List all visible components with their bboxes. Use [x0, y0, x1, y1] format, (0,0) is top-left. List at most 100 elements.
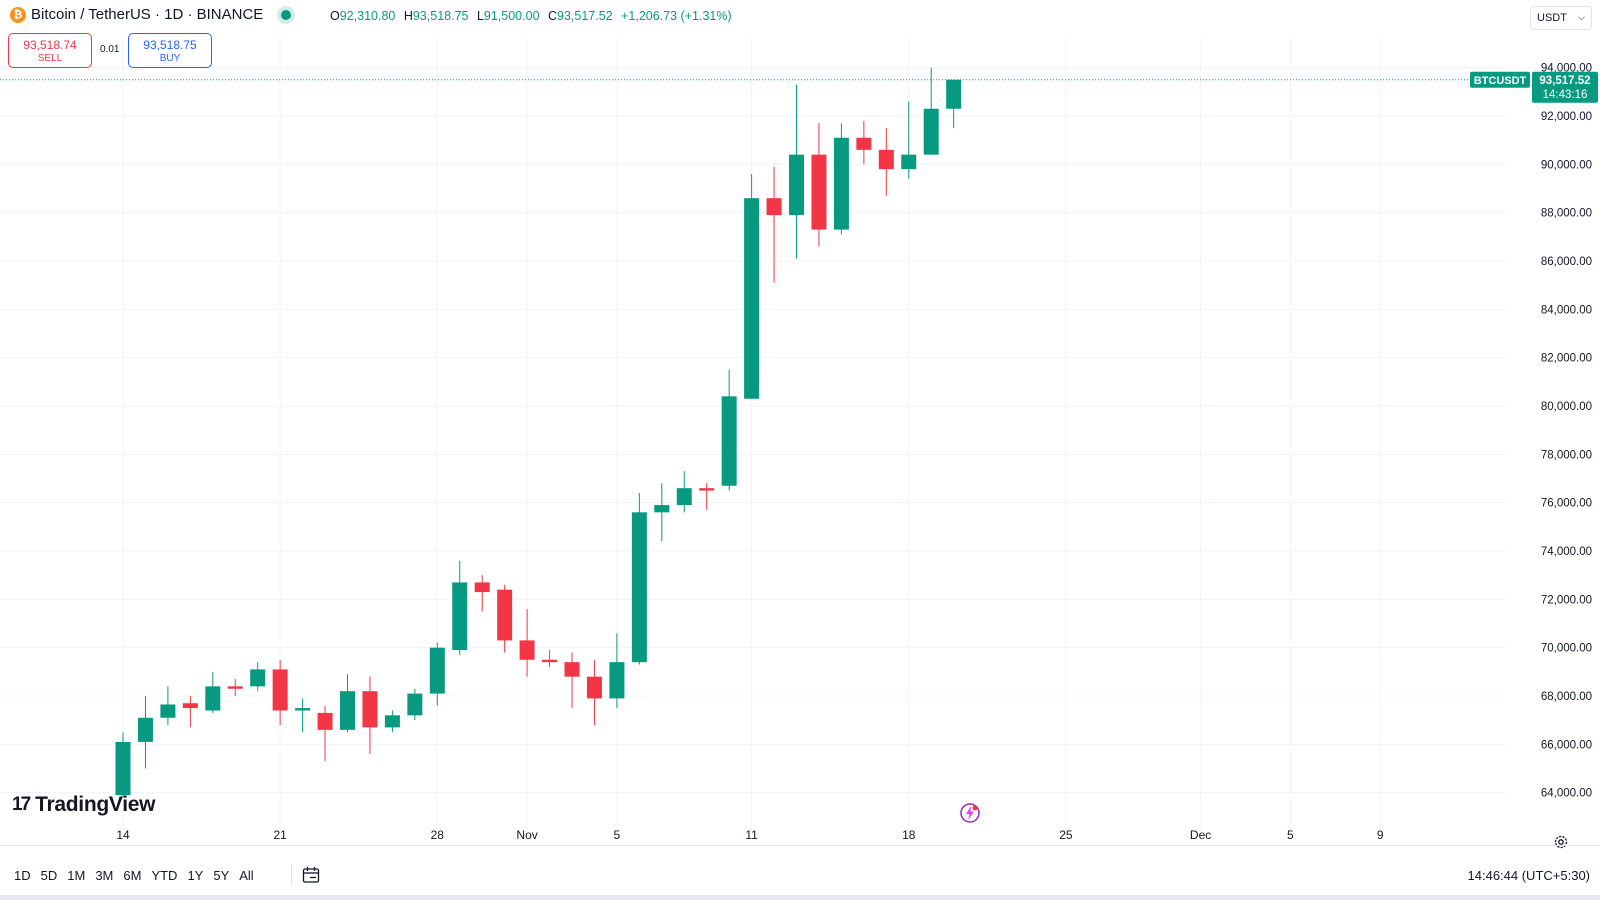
candle[interactable]: [497, 584, 513, 653]
candle[interactable]: [115, 732, 131, 798]
candle[interactable]: [676, 471, 692, 513]
candle[interactable]: [407, 688, 423, 721]
range-all-button[interactable]: All: [239, 868, 254, 883]
candle[interactable]: [631, 493, 647, 665]
range-3m-button[interactable]: 3M: [95, 868, 114, 883]
symbol-info[interactable]: ₿ Bitcoin / TetherUS · 1D · BINANCE: [10, 6, 292, 23]
time-tick-label: 9: [1377, 828, 1384, 842]
change-value: +1,206.73 (+1.31%): [621, 9, 732, 23]
sell-label: SELL: [37, 53, 63, 64]
candle[interactable]: [699, 483, 715, 510]
low-value: 91,500.00: [483, 9, 540, 23]
candle-body: [631, 512, 647, 663]
sell-price: 93,518.74: [23, 38, 77, 52]
candle[interactable]: [182, 696, 198, 728]
candle-body: [295, 708, 311, 711]
candle[interactable]: [766, 166, 782, 283]
range-1y-button[interactable]: 1Y: [187, 868, 204, 883]
candle[interactable]: [609, 633, 625, 709]
candle[interactable]: [474, 575, 490, 612]
high-value: 93,518.75: [412, 9, 469, 23]
candle[interactable]: [384, 710, 400, 733]
candle[interactable]: [137, 696, 153, 769]
symbol-title[interactable]: Bitcoin / TetherUS · 1D · BINANCE: [31, 6, 264, 23]
candle[interactable]: [789, 84, 804, 259]
candle[interactable]: [362, 676, 378, 754]
candle[interactable]: [923, 67, 939, 155]
lightning-icon[interactable]: [960, 803, 980, 823]
last-price-label: 93,517.52: [1539, 75, 1590, 87]
candle[interactable]: [542, 650, 558, 667]
candle-body: [227, 686, 243, 689]
price-tick-label: 84,000.00: [1541, 304, 1592, 316]
range-5y-button[interactable]: 5Y: [213, 868, 230, 883]
range-1d-button[interactable]: 1D: [14, 868, 31, 883]
price-tick-label: 80,000.00: [1541, 401, 1592, 413]
candle[interactable]: [586, 659, 602, 725]
candle-body: [721, 396, 737, 486]
candle[interactable]: [811, 123, 827, 247]
candle-body: [699, 488, 715, 491]
gear-icon[interactable]: [1553, 834, 1569, 850]
candle[interactable]: [227, 679, 243, 696]
timezone-clock[interactable]: 14:46:44 (UTC+5:30): [1467, 868, 1590, 883]
chevron-down-icon: ⌵: [1578, 12, 1585, 22]
candle[interactable]: [519, 609, 535, 677]
candle[interactable]: [160, 686, 176, 725]
buy-button[interactable]: 93,518.75 BUY: [128, 33, 212, 68]
candle[interactable]: [856, 120, 872, 165]
candle[interactable]: [654, 483, 670, 542]
candle[interactable]: [833, 123, 849, 235]
candle[interactable]: [744, 174, 760, 399]
candles: [115, 67, 962, 798]
candle-body: [789, 154, 804, 216]
horizontal-scrollbar[interactable]: [0, 895, 1600, 900]
price-tick-label: 74,000.00: [1541, 546, 1592, 558]
tradingview-logo[interactable]: 17 TradingView: [12, 793, 155, 817]
price-tick-label: 66,000.00: [1541, 739, 1592, 751]
price-tick-label: 88,000.00: [1541, 208, 1592, 220]
candle-body: [856, 137, 872, 150]
candle-body: [923, 108, 939, 155]
price-tick-label: 78,000.00: [1541, 449, 1592, 461]
candle[interactable]: [452, 560, 468, 655]
candle[interactable]: [429, 642, 445, 706]
candle[interactable]: [205, 671, 221, 713]
candle-body: [182, 703, 198, 709]
candle[interactable]: [564, 652, 580, 709]
candle[interactable]: [946, 79, 962, 129]
price-axis[interactable]: 64,000.00 66,000.00 68,000.00 70,000.00 72,0…: [1541, 63, 1592, 800]
candle-body: [497, 589, 513, 641]
ohlc-legend: O92,310.80 H93,518.75 L91,500.00 C93,517…: [330, 9, 732, 23]
time-tick-label: 25: [1059, 828, 1073, 842]
range-ytd-button[interactable]: YTD: [151, 868, 178, 883]
candle[interactable]: [901, 101, 917, 179]
candle-body: [878, 149, 894, 170]
candle-body: [272, 669, 288, 711]
candle[interactable]: [272, 659, 288, 725]
price-tick-label: 64,000.00: [1541, 788, 1592, 800]
candle[interactable]: [317, 705, 333, 762]
range-1m-button[interactable]: 1M: [67, 868, 86, 883]
currency-select[interactable]: USDT ⌵: [1530, 6, 1592, 30]
price-tick-label: 70,000.00: [1541, 643, 1592, 655]
candle[interactable]: [721, 369, 737, 491]
candle-body: [766, 198, 782, 216]
price-tick-label: 90,000.00: [1541, 159, 1592, 171]
candle-body: [205, 686, 221, 711]
symbol-tag-bg: [1470, 71, 1530, 88]
time-tick-label: 5: [1287, 828, 1294, 842]
range-6m-button[interactable]: 6M: [123, 868, 142, 883]
time-axis[interactable]: 14 21 28 Nov 5 11 18 25 Dec 5 9: [116, 828, 1384, 842]
sell-button[interactable]: 93,518.74 SELL: [8, 33, 92, 68]
range-5d-button[interactable]: 5D: [40, 868, 58, 883]
candle[interactable]: [878, 128, 894, 196]
candle[interactable]: [340, 674, 355, 733]
candle-body: [901, 154, 917, 170]
candle[interactable]: [295, 698, 311, 733]
candle-body: [564, 662, 580, 677]
calendar-icon[interactable]: [301, 865, 321, 885]
candle[interactable]: [250, 662, 266, 692]
candle-body: [452, 582, 468, 651]
